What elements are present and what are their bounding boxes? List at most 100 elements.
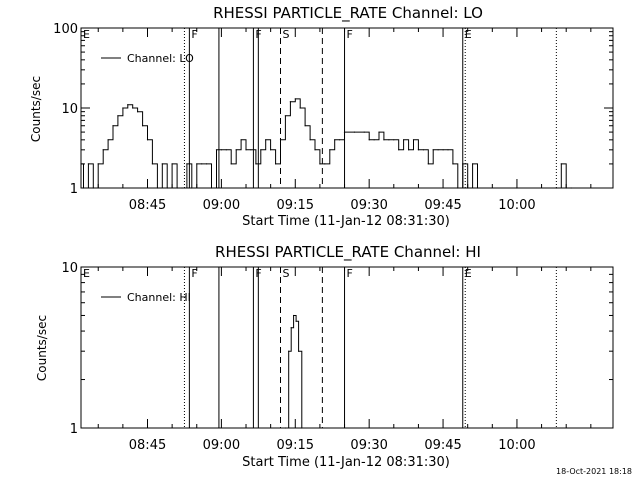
lo-marker-label: F [347, 28, 353, 41]
lo-data-point [156, 187, 158, 189]
lo-data-point [132, 107, 134, 109]
lo-data-point [442, 149, 444, 151]
hi-x-tick-label: 09:15 [277, 438, 314, 453]
lo-data-point [122, 107, 124, 109]
lo-data-point [476, 187, 479, 189]
lo-data-point [324, 163, 326, 165]
lo-legend-label: Channel: LO [127, 52, 194, 65]
hi-marker-label: E [465, 267, 472, 280]
lo-data-point [417, 149, 419, 151]
lo-series-line [81, 98, 572, 189]
lo-data-point [270, 149, 272, 151]
lo-y-axis-label: Counts/sec [29, 76, 43, 142]
lo-data-point [304, 125, 306, 127]
lo-data-point [408, 149, 410, 151]
lo-data-point [191, 187, 193, 189]
lo-data-point [437, 149, 439, 151]
hi-series-line [285, 315, 303, 429]
lo-data-point [260, 149, 262, 151]
lo-data-point [265, 139, 267, 141]
lo-data-point [447, 149, 449, 151]
lo-data-point [383, 139, 385, 141]
lo-data-point [373, 139, 375, 141]
lo-y-tick-label: 100 [53, 22, 78, 37]
hi-y-tick-label: 1 [70, 422, 78, 437]
lo-data-point [339, 139, 341, 141]
lo-data-point [427, 163, 429, 165]
lo-data-point [127, 104, 129, 106]
lo-data-point [206, 163, 208, 165]
lo-data-point [289, 101, 291, 103]
lo-data-point [353, 131, 355, 133]
lo-data-point [250, 149, 252, 151]
lo-data-point [279, 139, 282, 141]
lo-data-point [452, 163, 454, 165]
hi-data-point [301, 427, 303, 429]
lo-data-point [201, 163, 203, 165]
lo-data-point [363, 131, 365, 133]
hi-x-tick-label: 09:30 [350, 438, 387, 453]
lo-y-tick-label: 10 [61, 102, 78, 117]
hi-x-tick-label: 09:00 [203, 438, 240, 453]
lo-data-point [388, 139, 390, 141]
lo-data-point [97, 163, 99, 165]
lo-data-point [555, 187, 558, 189]
footer-timestamp: 18-Oct-2021 18:18 [556, 467, 632, 476]
hi-data-point [284, 427, 286, 429]
lo-data-point [215, 149, 218, 151]
lo-data-point [142, 125, 144, 127]
lo-data-point [102, 149, 104, 151]
lo-marker-label: F [191, 28, 197, 41]
lo-channel-panel: RHESSI PARTICLE_RATE Channel: LO Counts/… [29, 4, 614, 229]
lo-data-point [472, 163, 474, 165]
hi-y-axis-label: Counts/sec [35, 315, 49, 381]
hi-data-point [298, 350, 300, 352]
lo-data-point [294, 98, 296, 100]
lo-data-point [107, 139, 109, 141]
hi-marker-label: S [283, 267, 290, 280]
lo-data-point [309, 139, 311, 141]
lo-x-tick-label: 09:45 [424, 198, 461, 213]
lo-x-tick-label: 10:00 [498, 198, 535, 213]
hi-x-tick-label: 08:45 [129, 438, 166, 453]
lo-data-point [422, 149, 424, 151]
lo-data-point [235, 149, 237, 151]
lo-data-point [462, 163, 464, 165]
hi-marker-label: E [83, 267, 90, 280]
lo-y-tick-label: 1 [70, 182, 78, 197]
lo-data-point [378, 131, 380, 133]
lo-x-axis-label: Start Time (11-Jan-12 08:31:30) [242, 214, 450, 229]
lo-x-tick-label: 09:00 [203, 198, 240, 213]
lo-data-point [161, 163, 163, 165]
lo-data-point [137, 111, 139, 113]
lo-data-point [171, 163, 173, 165]
lo-data-point [82, 187, 85, 189]
hi-data-point [288, 350, 290, 352]
lo-data-point [398, 149, 400, 151]
hi-marker-label: F [347, 267, 353, 280]
lo-data-point [368, 139, 370, 141]
lo-data-point [457, 187, 459, 189]
lo-data-point [87, 163, 89, 165]
lo-data-point [565, 187, 567, 189]
hi-data-point [295, 320, 297, 322]
lo-data-point [275, 163, 277, 165]
hi-x-axis-label: Start Time (11-Jan-12 08:31:30) [242, 455, 450, 470]
lo-data-point [112, 125, 114, 127]
lo-data-point [181, 187, 183, 189]
lo-data-point [255, 163, 257, 165]
lo-data-point [393, 139, 395, 141]
lo-x-tick-label: 08:45 [129, 198, 166, 213]
lo-data-point [334, 139, 336, 141]
hi-legend-label: Channel: HI [127, 291, 191, 304]
lo-data-point [516, 187, 518, 189]
hi-channel-panel: RHESSI PARTICLE_RATE Channel: HI Counts/… [35, 243, 614, 470]
lo-data-point [186, 163, 188, 165]
lo-data-point [467, 187, 469, 189]
lo-data-point [284, 115, 286, 117]
lo-marker-label: S [283, 28, 290, 41]
lo-data-point [319, 163, 321, 165]
lo-data-point [245, 149, 247, 151]
lo-data-point [210, 187, 213, 189]
lo-data-point [343, 131, 346, 133]
